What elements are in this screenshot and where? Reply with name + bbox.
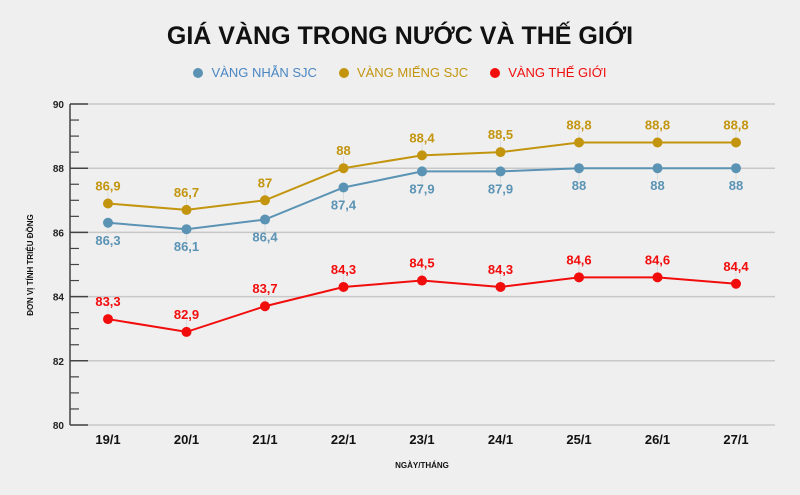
data-label: 86,4	[252, 230, 278, 245]
data-point	[495, 147, 506, 158]
x-axis-label: NGÀY/THÁNG	[395, 461, 449, 470]
y-tick-label: 86	[53, 228, 65, 239]
data-label: 84,4	[723, 259, 749, 274]
y-tick-label: 80	[53, 421, 65, 432]
data-label: 88,8	[645, 118, 670, 133]
data-label: 83,3	[95, 294, 120, 309]
data-label: 88	[729, 178, 743, 193]
data-label: 86,7	[174, 185, 199, 200]
x-tick-label: 19/1	[95, 432, 120, 447]
data-label: 86,3	[95, 233, 120, 248]
data-label: 84,3	[488, 262, 513, 277]
data-point	[652, 272, 663, 283]
x-tick-label: 24/1	[488, 432, 513, 447]
data-point	[181, 204, 192, 215]
data-point	[574, 272, 584, 283]
legend-item-vang-nhan-sjc: VÀNG NHẪN SJC	[193, 65, 317, 80]
data-label: 88,4	[409, 130, 435, 145]
legend: VÀNG NHẪN SJC VÀNG MIẾNG SJC VÀNG THẾ GI…	[0, 65, 800, 80]
data-label: 87,9	[409, 181, 434, 196]
data-label: 88	[336, 143, 350, 158]
data-point	[338, 281, 349, 292]
data-point	[652, 163, 663, 174]
legend-label: VÀNG NHẪN SJC	[211, 65, 317, 80]
data-label: 84,3	[331, 262, 356, 277]
x-tick-label: 25/1	[566, 432, 591, 447]
legend-marker-icon	[338, 67, 349, 78]
data-label: 87	[258, 175, 272, 190]
data-point	[181, 326, 192, 337]
data-point	[103, 314, 113, 325]
data-label: 86,1	[174, 239, 199, 254]
x-tick-label: 26/1	[645, 432, 670, 447]
chart-title: GIÁ VÀNG TRONG NƯỚC VÀ THẾ GIỚI	[166, 22, 634, 50]
data-point	[417, 166, 427, 177]
y-tick-label: 90	[53, 100, 65, 111]
data-point	[417, 150, 427, 161]
data-point	[338, 182, 349, 193]
data-point	[574, 163, 584, 174]
y-tick-label: 88	[53, 164, 65, 175]
data-point	[731, 137, 741, 148]
data-label: 88	[572, 178, 586, 193]
legend-item-vang-the-gioi: VÀNG THẾ GIỚI	[490, 65, 607, 80]
y-tick-label: 84	[53, 293, 65, 304]
data-label: 88,5	[488, 127, 513, 142]
x-tick-label: 20/1	[174, 432, 199, 447]
data-point	[417, 275, 427, 286]
data-label: 87,9	[488, 181, 513, 196]
data-label: 84,6	[645, 252, 670, 267]
legend-label: VÀNG MIẾNG SJC	[356, 65, 469, 80]
data-point	[260, 214, 270, 225]
data-label: 88,8	[723, 118, 748, 133]
x-tick-label: 23/1	[409, 432, 434, 447]
data-point	[652, 137, 663, 148]
data-point	[260, 195, 270, 206]
legend-marker-icon	[490, 67, 501, 78]
data-point	[495, 281, 506, 292]
data-point	[103, 217, 113, 228]
data-label: 88,8	[566, 118, 591, 133]
x-tick-label: 21/1	[252, 432, 277, 447]
data-point	[731, 163, 741, 174]
data-label: 83,7	[252, 281, 277, 296]
legend-label: VÀNG THẾ GIỚI	[508, 65, 607, 80]
data-point	[731, 278, 741, 289]
data-label: 84,5	[409, 256, 434, 271]
data-label: 82,9	[174, 307, 199, 322]
data-point	[103, 198, 113, 209]
x-tick-label: 22/1	[331, 432, 356, 447]
data-point	[495, 166, 506, 177]
data-label: 86,9	[95, 179, 120, 194]
data-point	[181, 224, 192, 235]
data-label: 84,6	[566, 252, 591, 267]
y-axis-label: ĐƠN VỊ TÍNH TRIỆU ĐỒNG	[25, 214, 35, 316]
x-tick-label: 27/1	[723, 432, 748, 447]
data-point	[260, 301, 270, 312]
data-point	[338, 163, 349, 174]
legend-item-vang-mieng-sjc: VÀNG MIẾNG SJC	[338, 65, 469, 80]
data-label: 88	[650, 178, 664, 193]
y-tick-label: 82	[53, 357, 65, 368]
data-point	[574, 137, 584, 148]
data-label: 87,4	[331, 197, 357, 212]
legend-marker-icon	[193, 67, 204, 78]
